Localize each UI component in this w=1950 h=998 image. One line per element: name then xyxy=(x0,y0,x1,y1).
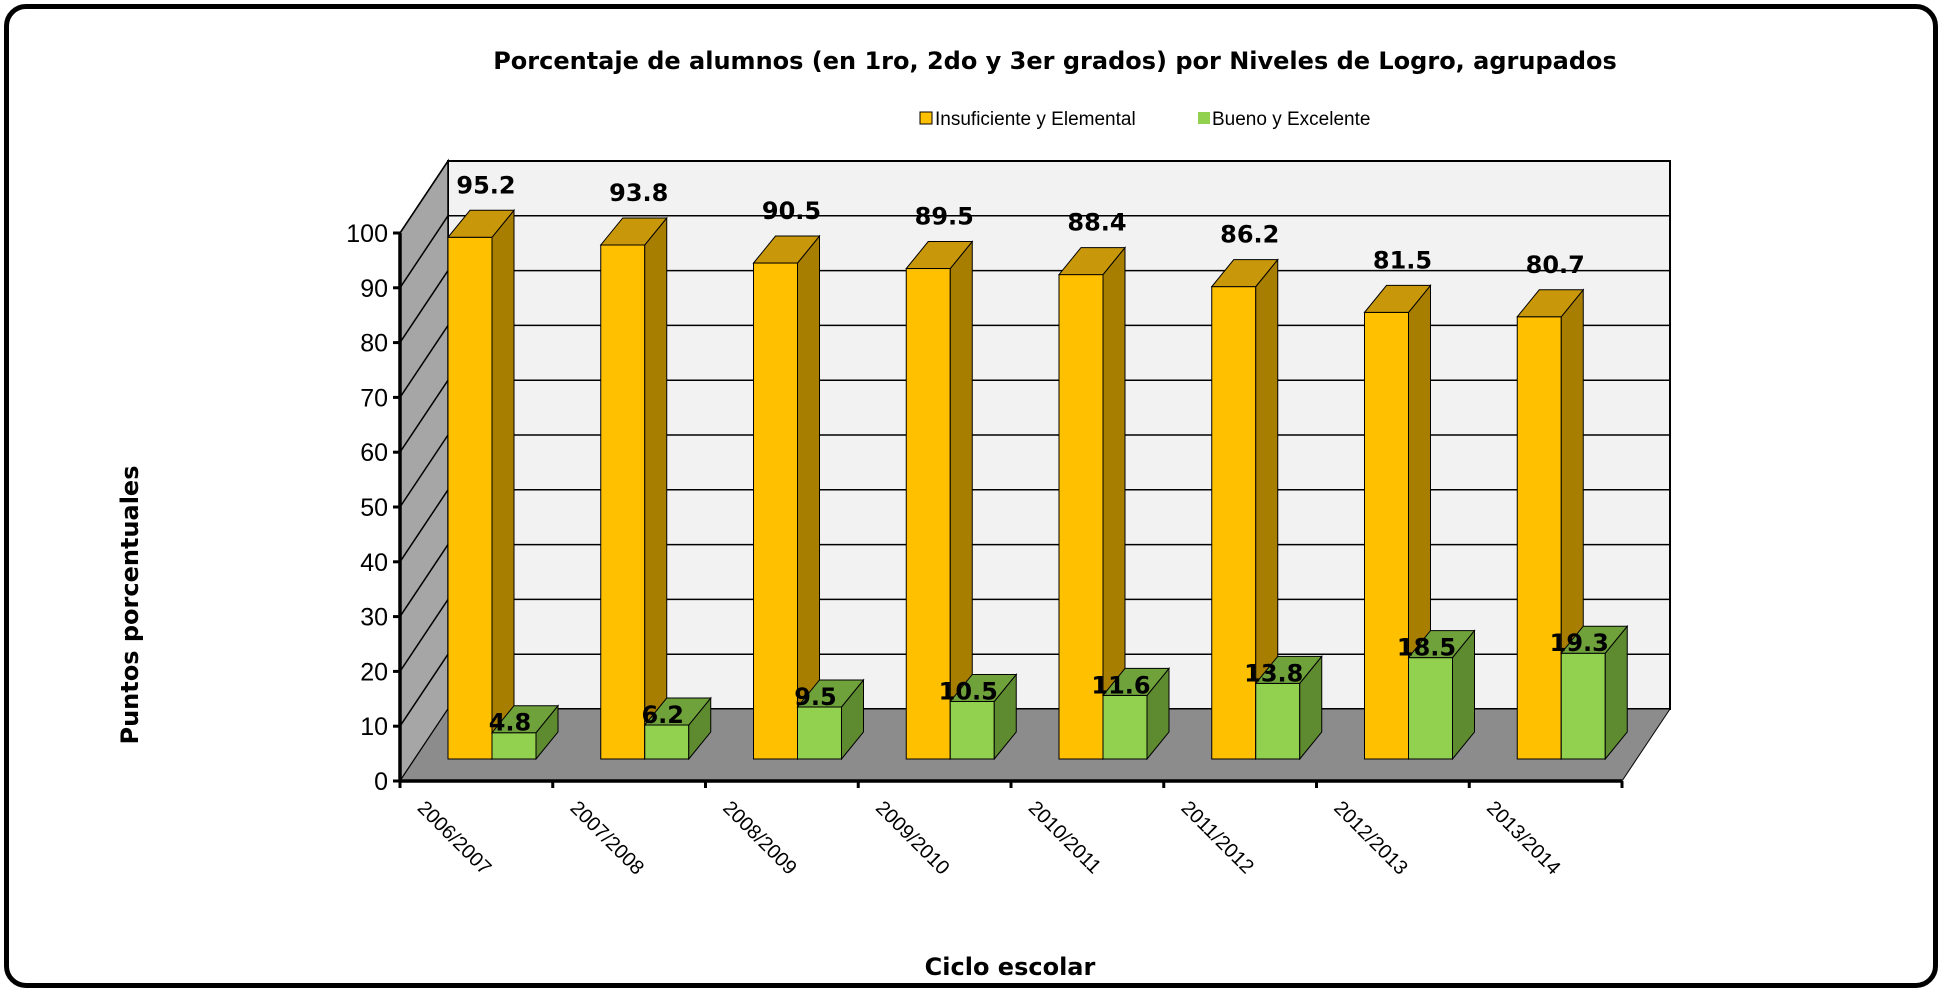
data-label-insuficiente: 80.7 xyxy=(1526,251,1585,279)
bar-insuficiente-top xyxy=(1363,284,1432,313)
y-tick-label: 60 xyxy=(360,439,388,467)
bar-insuficiente-front xyxy=(1058,274,1104,760)
data-label-bueno: 13.8 xyxy=(1244,659,1303,687)
y-tick-label: 90 xyxy=(360,275,388,303)
gridline-side xyxy=(399,215,449,289)
bar-insuficiente-side xyxy=(644,216,668,761)
y-tick-label: 40 xyxy=(360,549,388,577)
y-tick-labels: 0 10 20 30 40 50 60 70 80 90 100 xyxy=(346,220,388,796)
x-tick-label: 2009/2010 xyxy=(871,797,953,879)
bar-bueno-top xyxy=(490,705,560,734)
bar-insuficiente-top xyxy=(446,209,516,238)
gridline-side xyxy=(399,653,449,727)
bar-bueno-front xyxy=(1560,652,1606,760)
bar-insuficiente-top xyxy=(905,241,974,270)
gridline-side xyxy=(399,324,449,398)
gridline-side xyxy=(399,160,449,234)
legend-label-insuficiente: Insuficiente y Elemental xyxy=(935,109,1136,130)
bar-insuficiente-side xyxy=(797,234,820,761)
y-tick-label: 80 xyxy=(360,330,388,358)
bar-insuficiente-front xyxy=(753,262,798,760)
bar-bueno-front xyxy=(949,700,995,760)
bar-insuficiente-front xyxy=(905,268,951,760)
bar-insuficiente-front xyxy=(1516,316,1562,760)
data-label-bueno: 6.2 xyxy=(641,701,684,729)
bar-bueno-top xyxy=(1560,625,1629,654)
bar-bueno-front xyxy=(1408,657,1453,760)
y-tick-label: 50 xyxy=(360,494,388,522)
data-label-insuficiente: 90.5 xyxy=(762,197,821,225)
gridline-side xyxy=(399,489,449,563)
y-tick-label: 10 xyxy=(360,713,388,741)
chart-bars xyxy=(446,208,1629,761)
bar-bueno-top xyxy=(796,679,865,708)
gridline-side xyxy=(399,598,449,672)
x-tick-label: 2006/2007 xyxy=(413,797,495,879)
bar-insuficiente-top xyxy=(1057,247,1127,276)
y-axis-title: Puntos porcentuales xyxy=(116,466,144,745)
bar-insuficiente-front xyxy=(1364,311,1409,760)
bar-insuficiente-top xyxy=(1210,259,1279,288)
y-tick-label: 0 xyxy=(374,768,388,796)
data-label-bueno: 9.5 xyxy=(794,683,837,711)
floor xyxy=(399,708,1671,782)
y-tick-label: 70 xyxy=(360,384,388,412)
x-tick-label: 2010/2011 xyxy=(1024,797,1105,878)
chart-legend: Insuficiente y Elemental Bueno y Excelen… xyxy=(919,109,1370,130)
x-tick-label: 2012/2013 xyxy=(1329,797,1411,879)
x-tick-label: 2008/2009 xyxy=(718,797,800,879)
gridline-side xyxy=(399,379,449,453)
x-tick-label: 2011/2012 xyxy=(1177,797,1258,878)
bar-insuficiente-front xyxy=(1211,286,1257,760)
bar-insuficiente-top xyxy=(752,235,821,264)
data-label-insuficiente: 86.2 xyxy=(1220,221,1279,249)
data-label-insuficiente: 93.8 xyxy=(609,179,668,207)
chart-axes xyxy=(393,231,1624,788)
y-tick-label: 30 xyxy=(360,604,388,632)
gridline-side xyxy=(399,434,449,508)
data-label-bueno: 11.6 xyxy=(1091,671,1150,699)
bar-bueno-front xyxy=(1102,694,1148,760)
legend-swatch-bueno xyxy=(1198,112,1210,124)
data-label-bueno: 10.5 xyxy=(939,677,998,705)
bar-bueno-top xyxy=(949,673,1018,702)
bar-bueno-top xyxy=(643,697,712,726)
x-axis-title: Ciclo escolar xyxy=(925,953,1096,981)
gridline-side xyxy=(399,270,449,344)
data-label-bueno: 19.3 xyxy=(1550,629,1609,657)
data-label-insuficiente: 88.4 xyxy=(1067,209,1126,237)
data-label-insuficiente: 81.5 xyxy=(1373,246,1432,274)
bar-insuficiente-top xyxy=(1516,289,1585,318)
bar-bueno-top xyxy=(1254,655,1323,684)
chart-title: Porcentaje de alumnos (en 1ro, 2do y 3er… xyxy=(493,47,1617,75)
legend-swatch-insuficiente xyxy=(919,111,933,125)
y-tick-label: 100 xyxy=(346,220,388,248)
data-label-insuficiente: 89.5 xyxy=(915,203,974,231)
gridline-side xyxy=(399,544,449,618)
data-label-bueno: 18.5 xyxy=(1397,634,1456,662)
bar-bueno-front xyxy=(644,724,690,760)
bar-insuficiente-front xyxy=(600,244,646,760)
x-tick-label: 2013/2014 xyxy=(1482,797,1564,879)
bar-bueno-front xyxy=(1255,682,1301,760)
data-labels: 95.2 4.8 93.8 6.2 90.5 9.5 89.5 10.5 88.4 11.6 86.… xyxy=(456,171,1608,736)
legend-label-bueno: Bueno y Excelente xyxy=(1212,109,1370,130)
bar-bueno-front xyxy=(797,706,842,760)
x-tick-label: 2007/2008 xyxy=(566,797,648,879)
bar-insuficiente-side xyxy=(491,208,515,761)
chart-walls xyxy=(399,158,1671,784)
data-label-bueno: 4.8 xyxy=(489,709,532,737)
bar-bueno-top xyxy=(1407,630,1476,659)
bar-insuficiente-top xyxy=(599,217,668,246)
x-tick-labels: 2006/2007 2007/2008 2008/2009 2009/2010 2010… xyxy=(413,797,1565,879)
y-tick-label: 20 xyxy=(360,658,388,686)
bar-insuficiente-front xyxy=(447,236,493,760)
bar-bueno-top xyxy=(1101,667,1171,696)
data-label-insuficiente: 95.2 xyxy=(456,171,515,199)
